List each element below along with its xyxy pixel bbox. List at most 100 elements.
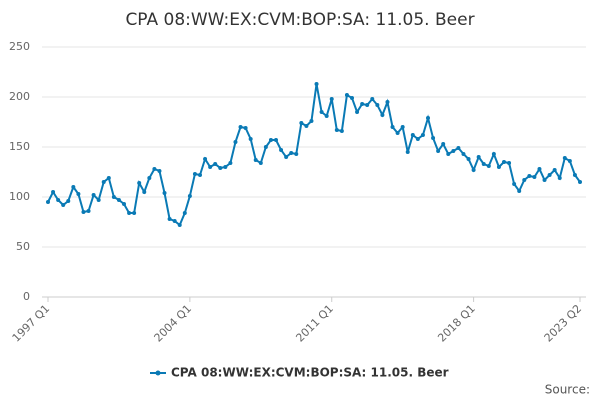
point [228,161,233,165]
point [486,164,491,168]
legend-marker [155,370,161,376]
point [456,146,461,150]
point [46,200,50,204]
point [213,162,218,166]
point [182,211,187,215]
point [253,158,258,162]
point [481,162,486,166]
point [344,93,349,97]
point [177,223,182,227]
x-tick-label: 2023 Q2 [542,302,585,345]
point [309,119,314,123]
point [162,191,167,195]
point [122,202,126,206]
point [436,149,441,153]
point [192,172,197,176]
point [91,193,96,197]
point [496,165,501,169]
point [319,110,324,114]
point [132,211,137,215]
point [167,217,172,221]
point [96,198,101,202]
point [426,116,430,120]
x-tick-label: 2011 Q1 [293,302,336,345]
point [380,113,385,117]
point [258,161,263,165]
point [101,180,106,184]
point [274,138,278,142]
point [233,140,238,144]
point [446,152,451,156]
point [268,138,273,142]
point [111,195,116,199]
point [547,173,552,177]
point [567,159,572,163]
point [56,198,61,202]
legend-label: CPA 08:WW:EX:CVM:BOP:SA: 11.05. Beer [171,366,449,380]
point [542,178,547,182]
y-tick-label: 150 [9,140,30,153]
x-tick-label: 1997 Q1 [10,302,53,345]
point [537,167,542,171]
point [557,176,562,180]
point [334,128,339,132]
point [461,152,466,156]
point [507,161,512,165]
point [299,121,304,125]
point [198,173,202,177]
point [76,192,81,196]
point [324,114,329,118]
point [289,151,294,155]
point [294,152,299,156]
point [329,97,334,101]
point [441,142,446,146]
point [527,174,532,178]
point [522,178,527,182]
point [157,169,162,173]
point [415,137,420,141]
point [370,97,375,101]
point [491,152,496,156]
y-tick-label: 100 [9,190,30,203]
y-tick-label: 50 [16,240,30,253]
point [431,136,436,140]
point [562,156,567,160]
point [512,182,517,186]
point [218,166,223,170]
point [410,133,415,137]
point [451,149,456,153]
point [127,211,132,215]
point [476,155,481,159]
point [248,137,253,141]
point [137,181,142,185]
y-tick-label: 250 [9,40,30,53]
point [360,102,365,106]
point [314,82,319,86]
point [106,176,111,180]
x-tick-label: 2018 Q1 [435,302,478,345]
point [263,145,268,149]
point [572,173,577,177]
point [405,150,410,154]
point [51,190,56,194]
point [517,189,522,193]
y-tick-label: 200 [9,90,30,103]
point [375,103,380,107]
x-tick-label: 2004 Q1 [152,302,195,345]
point [420,133,425,137]
point [279,148,284,152]
point [466,157,471,161]
point [147,176,152,180]
source-label: Source: [545,383,590,397]
point [152,167,157,171]
point [243,126,248,130]
point [400,125,405,129]
chart-title: CPA 08:WW:EX:CVM:BOP:SA: 11.05. Beer [125,10,474,30]
point [223,165,228,169]
point [304,124,309,128]
point [365,103,370,107]
point [350,96,354,100]
point [552,168,557,172]
point [578,180,582,184]
